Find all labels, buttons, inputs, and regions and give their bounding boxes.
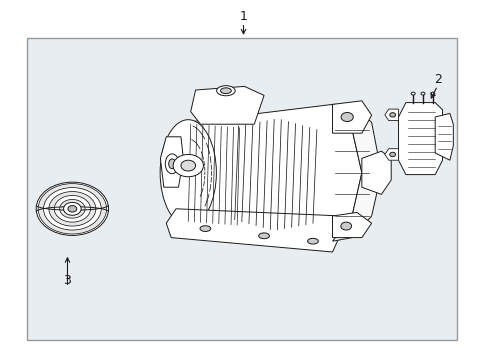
Text: 2: 2 [433,73,441,86]
Ellipse shape [168,159,175,168]
Ellipse shape [181,160,195,171]
Ellipse shape [258,233,269,239]
Polygon shape [361,151,390,194]
Ellipse shape [173,154,203,177]
Text: 3: 3 [63,274,71,287]
Bar [27,38,456,340]
Ellipse shape [389,152,395,157]
Ellipse shape [54,195,90,222]
Ellipse shape [60,199,85,218]
Ellipse shape [200,226,210,231]
Ellipse shape [65,203,80,214]
Ellipse shape [49,192,96,226]
Ellipse shape [63,202,81,215]
Ellipse shape [307,238,318,244]
Polygon shape [160,137,183,187]
Polygon shape [398,103,442,175]
Ellipse shape [38,184,106,234]
Polygon shape [332,101,371,133]
Ellipse shape [165,154,179,174]
Ellipse shape [410,92,414,95]
Ellipse shape [216,86,235,96]
Ellipse shape [36,182,108,235]
Polygon shape [166,209,342,252]
Ellipse shape [340,222,351,230]
Ellipse shape [389,113,395,117]
Polygon shape [190,86,264,124]
Text: 1: 1 [239,10,247,23]
Ellipse shape [430,92,434,95]
Polygon shape [332,104,381,241]
Polygon shape [384,149,398,160]
Polygon shape [176,104,361,241]
Ellipse shape [68,206,77,212]
Ellipse shape [220,88,231,94]
Ellipse shape [340,112,352,122]
Polygon shape [434,113,452,160]
Ellipse shape [43,188,101,230]
Polygon shape [332,212,371,238]
Ellipse shape [420,92,424,95]
Polygon shape [384,109,398,121]
Ellipse shape [160,120,216,226]
